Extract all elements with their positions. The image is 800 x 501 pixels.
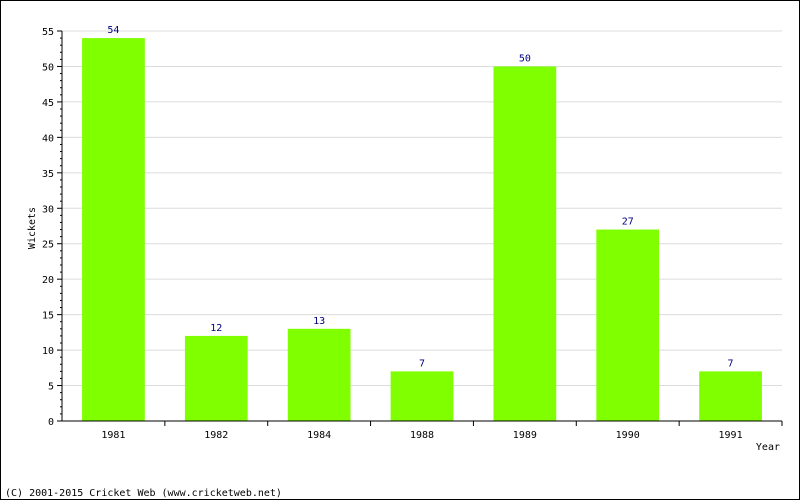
y-tick-label: 0 <box>48 417 54 428</box>
value-labels: 54 12 13 7 50 27 7 <box>107 25 733 369</box>
bar-1982 <box>184 335 248 421</box>
y-tick-label: 5 <box>48 382 54 393</box>
x-tick-label-1989: 1989 <box>513 430 537 441</box>
value-label-1990: 27 <box>622 217 634 228</box>
x-axis-ticks: 1981 1982 1984 1988 1989 1990 1991 <box>101 421 783 441</box>
y-tick-label: 20 <box>42 275 54 286</box>
bar-1981 <box>82 38 145 421</box>
y-tick-label: 50 <box>42 62 54 73</box>
x-tick-label-1991: 1991 <box>719 430 743 441</box>
value-label-1989: 50 <box>519 53 531 64</box>
y-axis-title: Wickets <box>27 207 38 249</box>
value-label-1984: 13 <box>313 316 325 327</box>
footer-copyright: (C) 2001-2015 Cricket Web (www.cricketwe… <box>5 488 282 499</box>
value-label-1981: 54 <box>107 25 119 36</box>
y-tick-label: 15 <box>42 311 54 322</box>
y-tick-label: 40 <box>42 133 54 144</box>
x-tick-label-1988: 1988 <box>410 430 434 441</box>
axes <box>61 31 782 422</box>
y-tick-label: 30 <box>42 204 54 215</box>
value-label-1991: 7 <box>728 358 734 369</box>
x-tick-label-1990: 1990 <box>616 430 640 441</box>
x-tick-label-1984: 1984 <box>307 430 331 441</box>
value-label-1988: 7 <box>419 358 425 369</box>
bar-1991 <box>699 371 762 421</box>
y-tick-label: 25 <box>42 240 54 251</box>
bar-1989 <box>493 66 557 422</box>
x-tick-label-1982: 1982 <box>204 430 228 441</box>
x-axis-title: Year <box>756 442 780 453</box>
x-tick-label-1981: 1981 <box>101 430 125 441</box>
grid-lines <box>62 30 782 387</box>
y-tick-label: 35 <box>42 169 54 180</box>
bar-1990 <box>596 229 660 421</box>
y-axis-ticks: 0 5 10 15 20 25 30 35 40 45 50 55 <box>42 27 62 428</box>
bar-1988 <box>390 371 454 421</box>
y-tick-label: 45 <box>42 98 54 109</box>
bars <box>82 38 762 422</box>
value-label-1982: 12 <box>210 323 222 334</box>
y-tick-label: 55 <box>42 27 54 38</box>
bar-1984 <box>287 328 351 421</box>
y-tick-label: 10 <box>42 346 54 357</box>
